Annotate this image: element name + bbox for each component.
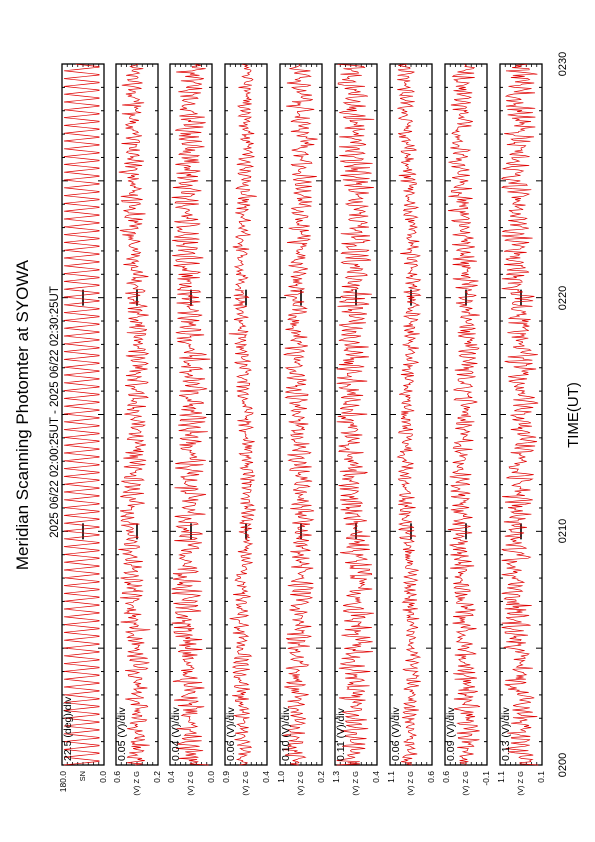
signal-line [118,63,151,766]
scale-label: 0.06 (V)/div [390,707,402,761]
y-tick-label: 1.1 [386,771,396,783]
panel-unit-label: (V) Z G [241,771,250,796]
y-tick-label: 0.0 [206,771,216,783]
scale-label: 0.09 (V)/div [445,707,457,761]
chart-title: Meridian Scanning Photomter at SYOWA [13,259,32,570]
panel-7: 0.06 (V)/div 1.1 0.6 (V) Z G [386,63,436,796]
y-tick-label: 0.2 [152,771,162,783]
panel-3: 0.04 (V)/div 0.4 0.0 (V) Z G [166,63,216,796]
scale-label: 0.13 (V)/div [500,707,512,761]
y-tick-label: -0.1 [481,771,491,786]
panel-frame [169,63,213,766]
y-tick-label: 0.4 [261,771,271,783]
panel-5: 0.10 (V)/div 1.0 0.2 (V) Z G [276,63,326,796]
y-tick-label: 1.0 [276,771,286,783]
panel-unit-label: (V) Z G [461,771,470,796]
panel-unit-label: (V) Z G [132,771,141,796]
scale-label: 0.10 (V)/div [280,707,292,761]
y-tick-label: 0.6 [426,771,436,783]
panel-unit-label: (V) Z G [296,771,305,796]
signal-line [500,63,539,766]
signal-line [63,63,100,766]
y-tick-label: 0.9 [221,771,231,783]
y-tick-label: 180.0 [58,771,68,793]
panel-1: 22.5 (deg)/div 180.0 0.0 SN [58,63,108,793]
y-tick-label: 0.1 [536,771,546,783]
panel-frame [279,63,323,766]
signal-line [396,63,422,766]
scale-label: 22.5 (deg)/div [62,696,74,761]
signal-line [171,63,211,766]
y-tick-label: 0.4 [371,771,381,783]
panel-unit-label: (V) Z G [516,771,525,796]
x-axis-label: TIME(UT) [565,382,582,448]
scale-label: 0.04 (V)/div [170,707,182,761]
scale-label: 0.06 (V)/div [225,707,237,761]
panel-9: 0.13 (V)/div 1.1 0.1 (V) Z G [496,63,546,796]
panel-2: 0.05 (V)/div 0.6 0.2 (V) Z G [112,63,162,796]
y-tick-label: 0.2 [316,771,326,783]
panel-frame [224,63,268,766]
y-tick-label: 1.1 [496,771,506,783]
panel-frame [334,63,378,766]
y-tick-label: 0.4 [166,771,176,783]
x-tick-label: 0200 [557,753,569,777]
panel-6: 0.11 (V)/div 1.3 0.4 (V) Z G [331,63,381,796]
signal-line [336,63,375,766]
x-tick-label: 0210 [557,519,569,543]
panel-unit-label: (V) Z G [351,771,360,796]
x-tick-label: 0220 [557,286,569,310]
y-tick-label: 0.0 [98,771,108,783]
panel-unit-label: SN [78,771,87,781]
signal-line [283,64,318,766]
chart-subtitle: 2025 06/22 02:00:25UT - 2025 06/22 02:30… [49,286,61,538]
scale-label: 0.11 (V)/div [335,707,347,761]
panel-unit-label: (V) Z G [406,771,415,796]
x-tick-label: 0230 [557,52,569,76]
y-tick-label: 1.3 [331,771,341,783]
scale-label: 0.05 (V)/div [116,707,128,761]
y-tick-label: 0.6 [441,771,451,783]
panel-8: 0.09 (V)/div 0.6 -0.1 (V) Z G [441,63,491,796]
panel-4: 0.06 (V)/div 0.9 0.4 (V) Z G [221,63,271,796]
y-tick-label: 0.6 [112,771,122,783]
signal-line [447,64,481,766]
signal-line [228,63,257,766]
panel-unit-label: (V) Z G [186,771,195,796]
